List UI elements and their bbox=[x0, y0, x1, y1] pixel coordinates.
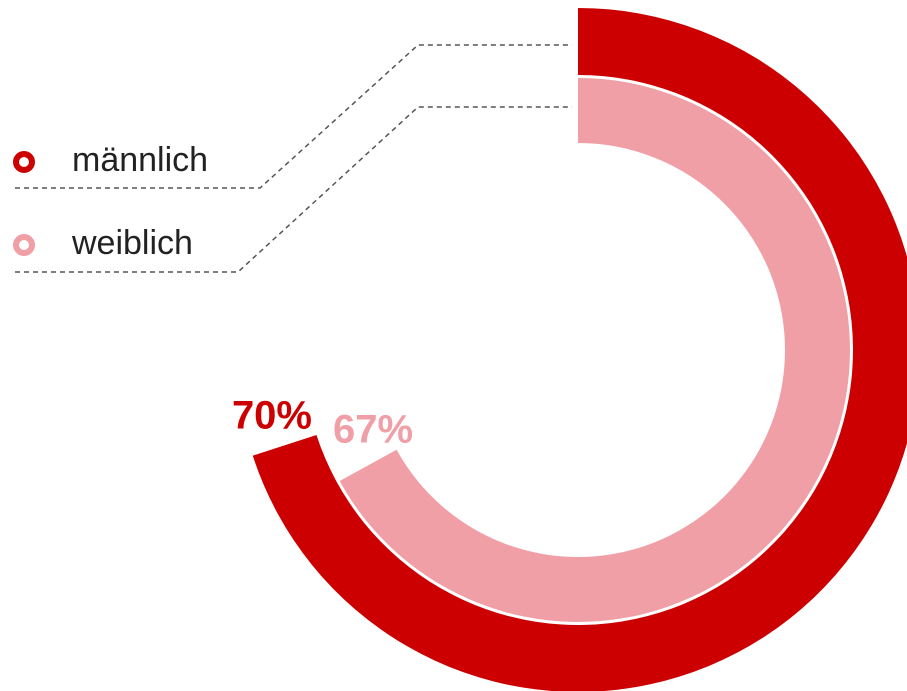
value-label: 67% bbox=[333, 408, 413, 452]
legend-label: männlich bbox=[72, 141, 208, 179]
leader-line bbox=[15, 106, 572, 273]
arc-bar bbox=[339, 78, 851, 623]
legend-marker bbox=[13, 234, 35, 256]
legend-label: weiblich bbox=[71, 224, 193, 262]
value-label: 70% bbox=[232, 394, 312, 438]
leader-line bbox=[15, 44, 572, 189]
legend-marker bbox=[13, 151, 35, 173]
